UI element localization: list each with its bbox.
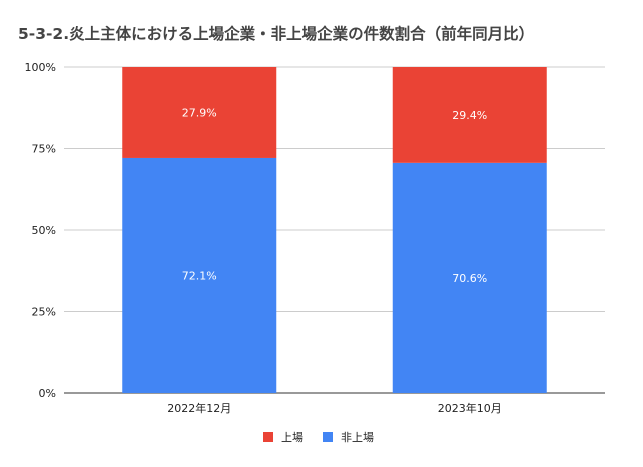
x-tick-label: 2023年10月 xyxy=(438,401,502,415)
y-axis: 0% 25% 50% 75% 100% xyxy=(25,61,56,400)
bar-非上場-2022年12月 xyxy=(122,157,277,393)
data-label: 29.4% xyxy=(452,109,487,122)
y-tick-label: 50% xyxy=(32,224,56,237)
bar-上場-2022年12月 xyxy=(122,67,277,158)
y-tick-label: 100% xyxy=(25,61,56,74)
x-tick-label: 2022年12月 xyxy=(167,401,231,415)
x-axis: 2022年12月 2023年10月 xyxy=(167,401,502,415)
legend-label: 上場 xyxy=(281,431,303,444)
y-tick-label: 75% xyxy=(32,143,56,156)
bar-非上場-2023年10月 xyxy=(392,162,547,393)
legend-label: 非上場 xyxy=(341,431,374,444)
bars: 72.1% 27.9% 70.6% 29.4% xyxy=(122,67,547,393)
legend: 上場 非上場 xyxy=(263,431,374,444)
data-label: 72.1% xyxy=(182,269,217,282)
data-label: 27.9% xyxy=(182,106,217,119)
bar-上場-2023年10月 xyxy=(392,67,547,163)
data-label: 70.6% xyxy=(452,272,487,285)
y-tick-label: 25% xyxy=(32,306,56,319)
y-tick-label: 0% xyxy=(39,387,56,400)
legend-swatch xyxy=(263,432,273,442)
legend-swatch xyxy=(323,432,333,442)
chart-title: 5-3-2.炎上主体における上場企業・非上場企業の件数割合（前年同月比） xyxy=(18,24,534,43)
